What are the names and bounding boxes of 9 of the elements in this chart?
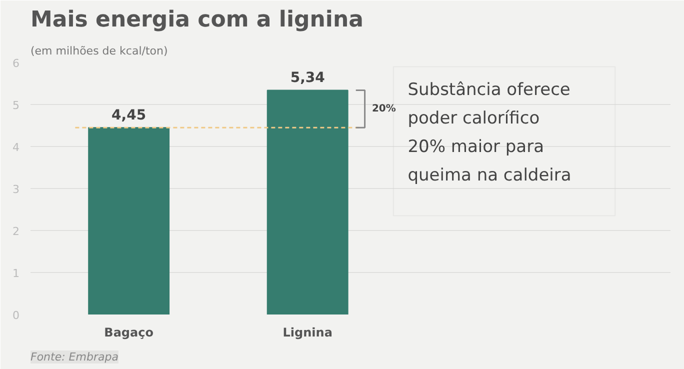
data-label: 5,34 (290, 70, 326, 86)
source-note: Fonte: Embrapa (30, 350, 119, 364)
text: Substância oferece poder calorífico 20% maior para queima na caldeira (408, 80, 572, 186)
text: 20% (372, 103, 396, 114)
x-tick-label: Lignina (282, 326, 332, 340)
data-label: 4,45 (112, 108, 146, 124)
chart-subtitle: (em milhões de kcal/ton) (30, 44, 168, 58)
x-tick-label: Bagaço (104, 326, 154, 340)
chart-title: Mais energia com a lignina (30, 8, 364, 32)
